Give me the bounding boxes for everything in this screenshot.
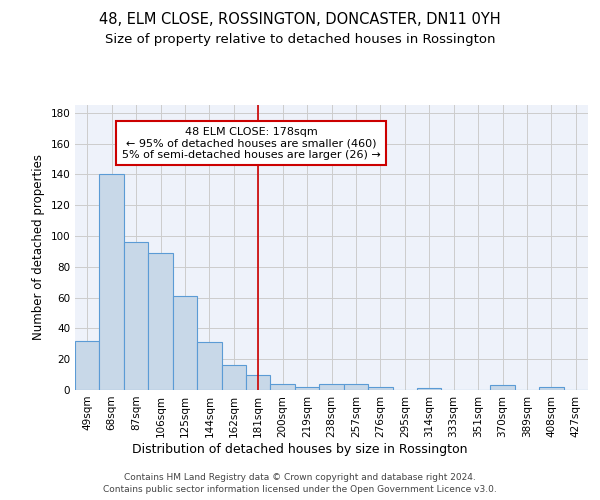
Bar	[319, 384, 344, 390]
Y-axis label: Number of detached properties: Number of detached properties	[32, 154, 45, 340]
Text: Contains public sector information licensed under the Open Government Licence v3: Contains public sector information licen…	[103, 485, 497, 494]
Bar	[148, 253, 173, 390]
Bar	[100, 174, 124, 390]
Bar	[295, 387, 319, 390]
Bar	[417, 388, 442, 390]
Bar	[368, 387, 392, 390]
Text: 48, ELM CLOSE, ROSSINGTON, DONCASTER, DN11 0YH: 48, ELM CLOSE, ROSSINGTON, DONCASTER, DN…	[99, 12, 501, 28]
Text: Size of property relative to detached houses in Rossington: Size of property relative to detached ho…	[105, 32, 495, 46]
Text: Distribution of detached houses by size in Rossington: Distribution of detached houses by size …	[132, 442, 468, 456]
Bar	[75, 340, 100, 390]
Bar	[271, 384, 295, 390]
Text: Contains HM Land Registry data © Crown copyright and database right 2024.: Contains HM Land Registry data © Crown c…	[124, 472, 476, 482]
Bar	[197, 342, 221, 390]
Bar	[344, 384, 368, 390]
Bar	[490, 386, 515, 390]
Text: 48 ELM CLOSE: 178sqm
← 95% of detached houses are smaller (460)
5% of semi-detac: 48 ELM CLOSE: 178sqm ← 95% of detached h…	[122, 126, 380, 160]
Bar	[539, 387, 563, 390]
Bar	[221, 366, 246, 390]
Bar	[173, 296, 197, 390]
Bar	[246, 374, 271, 390]
Bar	[124, 242, 148, 390]
